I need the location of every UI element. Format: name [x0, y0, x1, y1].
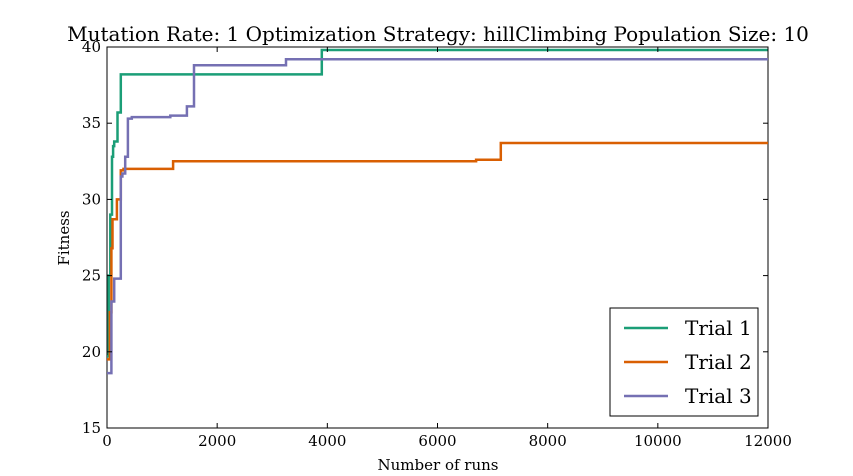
- x-tick-label: 8000: [529, 432, 567, 450]
- y-tick-label: 35: [82, 114, 101, 132]
- y-tick-label: 40: [82, 38, 101, 56]
- legend: Trial 1 Trial 2 Trial 3: [609, 307, 759, 417]
- legend-label-trial-1: Trial 1: [685, 316, 752, 340]
- chart-title: Mutation Rate: 1 Optimization Strategy: …: [67, 22, 809, 46]
- x-tick-label: 6000: [418, 432, 456, 450]
- x-tick-label: 10000: [634, 432, 682, 450]
- legend-label-trial-3: Trial 3: [685, 384, 752, 408]
- axis-ticks: 0 2000 4000 6000 8000 10000 12000 15 20 25 30 35 40: [82, 38, 792, 450]
- y-tick-label: 20: [82, 343, 101, 361]
- x-tick-label: 12000: [744, 432, 792, 450]
- y-tick-label: 15: [82, 419, 101, 437]
- y-tick-label: 30: [82, 190, 101, 208]
- x-tick-label: 2000: [198, 432, 236, 450]
- x-axis-label: Number of runs: [378, 456, 499, 474]
- x-tick-label: 4000: [308, 432, 346, 450]
- y-axis-label: Fitness: [55, 210, 73, 265]
- y-tick-label: 25: [82, 267, 101, 285]
- legend-label-trial-2: Trial 2: [685, 350, 752, 374]
- series-line-trial-3: [107, 57, 768, 375]
- x-tick-label: 0: [102, 432, 112, 450]
